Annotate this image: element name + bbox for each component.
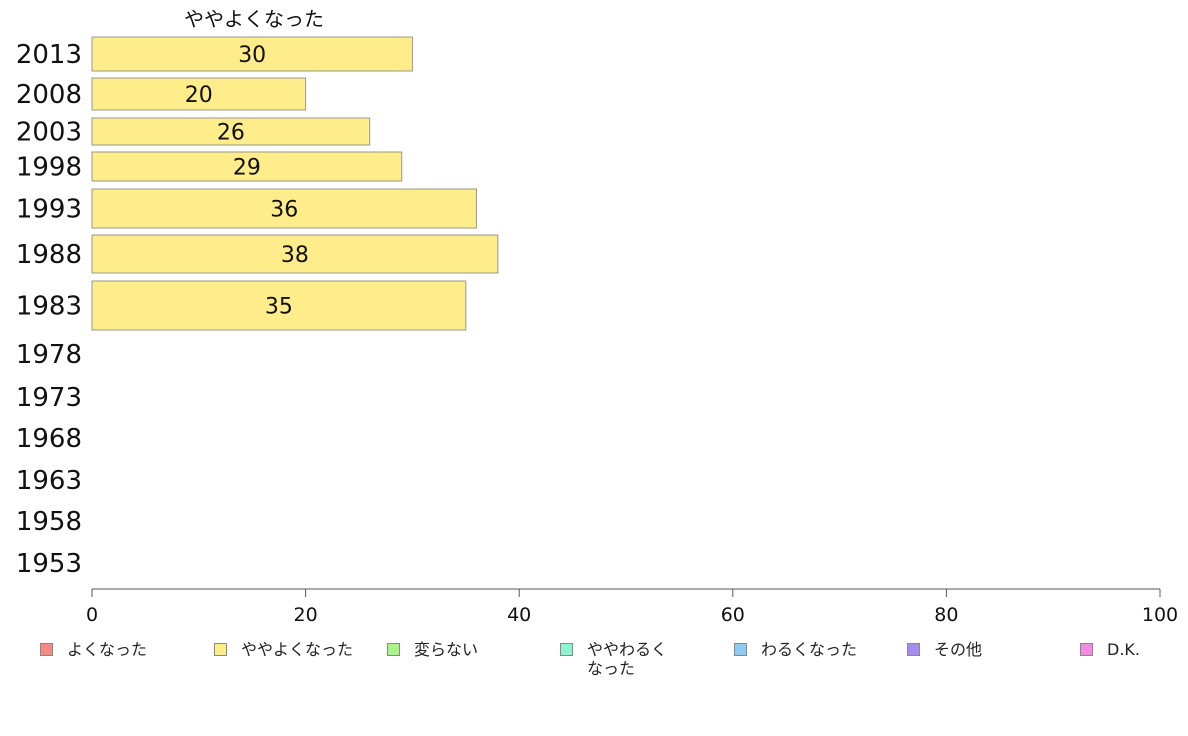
year-label-1953: 1953 xyxy=(16,549,82,579)
data-label-1993: 36 xyxy=(270,198,298,223)
year-label-1998: 1998 xyxy=(16,153,82,183)
legend-label-6: D.K. xyxy=(1107,640,1140,659)
legend-item-3: ややわるく なった xyxy=(560,640,667,678)
legend-label-3: ややわるく なった xyxy=(587,640,668,678)
data-label-1998: 29 xyxy=(233,156,261,181)
legend-item-4: わるくなった xyxy=(734,640,857,659)
bar-1983 xyxy=(91,280,467,331)
legend-item-0: よくなった xyxy=(40,640,147,659)
legend-label-1: ややよくなった xyxy=(241,640,354,659)
year-label-2013: 2013 xyxy=(16,40,82,70)
legend-item-1: ややよくなった xyxy=(214,640,353,659)
data-label-2003: 26 xyxy=(217,121,245,146)
data-label-1983: 35 xyxy=(265,295,293,320)
bar-2003 xyxy=(91,117,371,146)
legend-swatch-4 xyxy=(734,643,747,656)
year-label-1963: 1963 xyxy=(16,466,82,496)
legend-swatch-3 xyxy=(560,643,573,656)
bar-1998 xyxy=(91,151,403,182)
bar-2008 xyxy=(91,77,307,111)
year-label-2003: 2003 xyxy=(16,118,82,148)
legend-swatch-5 xyxy=(907,643,920,656)
data-label-2008: 20 xyxy=(185,83,213,108)
year-label-1973: 1973 xyxy=(16,383,82,413)
x-axis: 0 20 40 60 80 100 xyxy=(86,588,1178,626)
legend-label-0: よくなった xyxy=(67,640,148,659)
legend-swatch-2 xyxy=(387,643,400,656)
year-labels-group: 2013 2008 2003 1998 1993 1988 1983 1978 1973 1968… xyxy=(16,40,82,579)
data-label-2013: 30 xyxy=(238,43,266,68)
year-label-1978: 1978 xyxy=(16,340,82,370)
year-label-1988: 1988 xyxy=(16,240,82,270)
x-tick-label-20: 20 xyxy=(294,604,318,626)
legend-label-2: 変らない xyxy=(414,640,479,659)
legend: よくなった ややよくなった 変らない ややわるく なった わるくなった その他 … xyxy=(0,640,1188,690)
year-label-1993: 1993 xyxy=(16,195,82,225)
legend-swatch-0 xyxy=(40,643,53,656)
bar-2013 xyxy=(91,36,413,72)
chart-title: ややよくなった xyxy=(184,7,324,31)
x-tick-label-40: 40 xyxy=(507,604,531,626)
legend-item-5: その他 xyxy=(907,640,982,659)
year-label-1958: 1958 xyxy=(16,507,82,537)
year-label-1968: 1968 xyxy=(16,424,82,454)
x-tick-label-60: 60 xyxy=(721,604,745,626)
legend-item-6: D.K. xyxy=(1080,640,1140,659)
bar-1993 xyxy=(91,188,477,229)
data-label-1988: 38 xyxy=(281,243,309,268)
year-label-1983: 1983 xyxy=(16,292,82,322)
legend-swatch-1 xyxy=(214,643,227,656)
legend-swatch-6 xyxy=(1080,643,1093,656)
legend-label-4: わるくなった xyxy=(761,640,858,659)
year-label-2008: 2008 xyxy=(16,80,82,110)
legend-item-2: 変らない xyxy=(387,640,478,659)
x-tick-label-80: 80 xyxy=(934,604,958,626)
x-tick-label-0: 0 xyxy=(86,604,98,626)
bar-1988 xyxy=(91,234,499,274)
legend-label-5: その他 xyxy=(934,640,983,659)
x-tick-label-100: 100 xyxy=(1142,604,1178,626)
